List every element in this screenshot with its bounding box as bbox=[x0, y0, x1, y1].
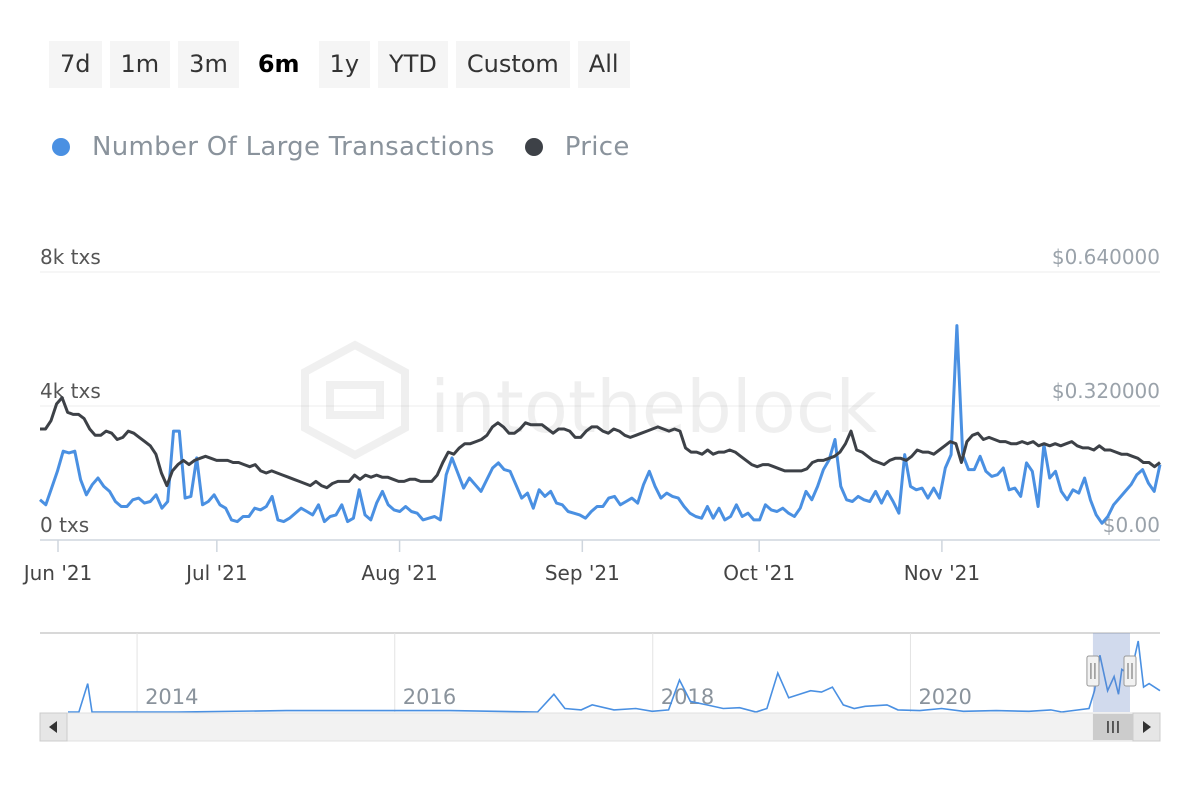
range-button-6m[interactable]: 6m bbox=[246, 41, 311, 88]
legend-dot-icon bbox=[52, 138, 70, 156]
watermark-group: intotheblock bbox=[301, 340, 877, 460]
navigator-handle-left[interactable] bbox=[1086, 655, 1100, 687]
watermark-logo-icon bbox=[301, 340, 409, 460]
range-button-7d[interactable]: 7d bbox=[49, 41, 102, 88]
y-left-tick-label: 8k txs bbox=[40, 245, 101, 269]
x-tick-label: Jun '21 bbox=[22, 561, 93, 585]
chart-legend: Number Of Large Transactions Price bbox=[52, 132, 660, 162]
legend-item-1[interactable]: Price bbox=[524, 132, 630, 162]
x-tick-label: Aug '21 bbox=[361, 561, 437, 585]
y-right-tick-label: $0.00 bbox=[1103, 513, 1160, 537]
x-tick-label: Nov '21 bbox=[904, 561, 980, 585]
arrow-left-icon bbox=[49, 721, 57, 733]
range-button-custom[interactable]: Custom bbox=[455, 41, 570, 88]
series-line-large-transactions bbox=[39, 324, 1162, 525]
navigator-tick-label: 2014 bbox=[145, 685, 198, 709]
x-tick-label: Sep '21 bbox=[545, 561, 620, 585]
y-right-tick-label: $0.640000 bbox=[1052, 245, 1160, 269]
legend-dot-icon bbox=[524, 138, 543, 156]
navigator-tick-label: 2020 bbox=[918, 685, 971, 709]
x-tick-label: Oct '21 bbox=[723, 561, 795, 585]
range-selector: 7d 1m 3m 6m 1y YTD Custom All bbox=[49, 41, 630, 88]
arrow-right-icon bbox=[1143, 721, 1151, 733]
range-button-ytd[interactable]: YTD bbox=[378, 41, 448, 88]
y-left-tick-label: 4k txs bbox=[40, 379, 101, 403]
legend-label: Price bbox=[564, 132, 630, 162]
watermark-text: intotheblock bbox=[430, 365, 877, 449]
navigator-tick-label: 2016 bbox=[403, 685, 456, 709]
range-button-1m[interactable]: 1m bbox=[109, 41, 171, 88]
x-tick-label: Jul '21 bbox=[184, 561, 247, 585]
navigator-series-line bbox=[68, 640, 1161, 713]
series-line-price bbox=[40, 396, 1161, 490]
navigator-handle-right[interactable] bbox=[1123, 655, 1137, 687]
legend-item-0[interactable]: Number Of Large Transactions bbox=[52, 132, 495, 162]
range-button-3m[interactable]: 3m bbox=[178, 41, 239, 88]
y-left-tick-label: 0 txs bbox=[40, 513, 89, 537]
scrollbar-track[interactable] bbox=[39, 712, 1161, 742]
range-button-all[interactable]: All bbox=[577, 41, 630, 88]
range-button-1y[interactable]: 1y bbox=[318, 41, 371, 88]
legend-label: Number Of Large Transactions bbox=[92, 132, 495, 162]
y-right-tick-label: $0.320000 bbox=[1052, 379, 1160, 403]
